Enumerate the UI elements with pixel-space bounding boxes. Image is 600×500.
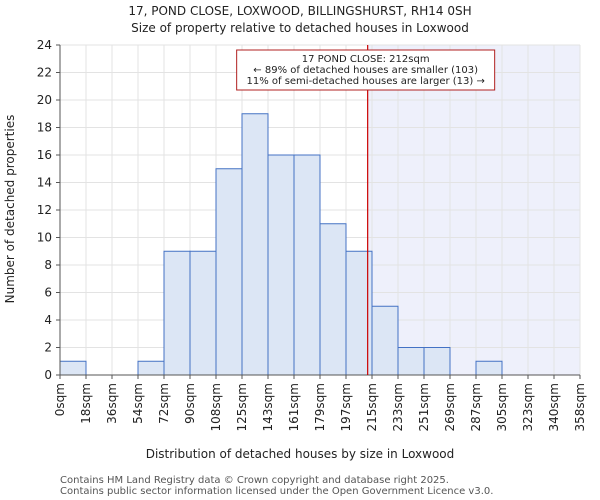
y-tick-label: 0 xyxy=(44,368,52,382)
x-tick-label: 143sqm xyxy=(261,383,275,431)
y-tick-label: 2 xyxy=(44,341,52,355)
x-tick-label: 179sqm xyxy=(313,383,327,431)
x-tick-label: 90sqm xyxy=(183,383,197,424)
histogram-bar xyxy=(475,360,503,376)
x-tick-label: 269sqm xyxy=(443,383,457,431)
chart-subtitle: Size of property relative to detached ho… xyxy=(131,21,469,35)
x-tick-label: 358sqm xyxy=(573,383,587,431)
x-tick-label: 197sqm xyxy=(339,383,353,431)
x-tick-label: 305sqm xyxy=(495,383,509,431)
y-tick-label: 16 xyxy=(37,148,52,162)
x-tick-label: 36sqm xyxy=(105,383,119,424)
histogram-bar xyxy=(215,168,243,376)
x-tick-label: 18sqm xyxy=(79,383,93,424)
annotation-box xyxy=(236,49,496,91)
y-tick-label: 10 xyxy=(37,231,52,245)
histogram-bar xyxy=(423,347,451,376)
x-axis-label: Distribution of detached houses by size … xyxy=(146,447,455,461)
histogram-bar xyxy=(241,113,269,376)
annotation-larger: 11% of semi-detached houses are larger (… xyxy=(246,76,484,87)
y-tick-label: 18 xyxy=(37,121,52,135)
y-tick-label: 14 xyxy=(37,176,52,190)
histogram-bar xyxy=(267,154,295,376)
x-tick-label: 323sqm xyxy=(521,383,535,431)
y-tick-label: 24 xyxy=(37,38,52,52)
y-tick-label: 20 xyxy=(37,93,52,107)
histogram-bar xyxy=(293,154,321,376)
x-tick-label: 215sqm xyxy=(365,383,379,431)
y-tick-label: 22 xyxy=(37,66,52,80)
y-tick-label: 4 xyxy=(44,313,52,327)
annotation-title: 17 POND CLOSE: 212sqm xyxy=(302,54,430,65)
x-tick-label: 287sqm xyxy=(469,383,483,431)
histogram-bar xyxy=(137,360,165,376)
x-tick-label: 108sqm xyxy=(209,383,223,431)
y-axis-label: Number of detached properties xyxy=(3,115,17,304)
x-tick-label: 233sqm xyxy=(391,383,405,431)
y-tick-label: 12 xyxy=(37,203,52,217)
histogram-bar xyxy=(371,305,399,376)
x-tick-label: 72sqm xyxy=(157,383,171,424)
footer-licence: Contains public sector information licen… xyxy=(60,486,493,497)
x-tick-label: 340sqm xyxy=(547,383,561,431)
annotation-smaller: ← 89% of detached houses are smaller (10… xyxy=(253,65,478,76)
histogram-bar xyxy=(189,250,217,376)
chart-title: 17, POND CLOSE, LOXWOOD, BILLINGSHURST, … xyxy=(128,4,471,18)
x-tick-label: 0sqm xyxy=(53,383,67,416)
footer-copyright: Contains HM Land Registry data © Crown c… xyxy=(60,475,449,486)
x-tick-label: 251sqm xyxy=(417,383,431,431)
histogram-bar xyxy=(319,223,347,376)
x-tick-label: 54sqm xyxy=(131,383,145,424)
x-tick-label: 161sqm xyxy=(287,383,301,431)
histogram-bar xyxy=(397,347,425,376)
y-tick-label: 8 xyxy=(44,258,52,272)
histogram-bar xyxy=(59,360,87,376)
histogram-bar xyxy=(163,250,191,376)
x-tick-label: 125sqm xyxy=(235,383,249,431)
y-tick-label: 6 xyxy=(44,286,52,300)
